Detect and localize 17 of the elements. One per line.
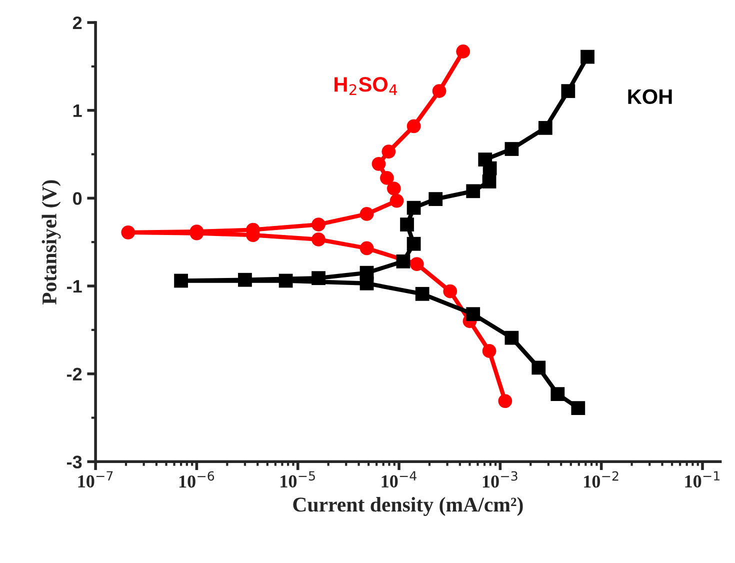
x-tick-label: 10$^{−7}$	[78, 471, 113, 488]
text: KOH	[628, 89, 672, 104]
y-axis-title: Potansiyel (V)	[42, 180, 61, 305]
x-tick-label: 10$^{−3}$	[482, 471, 518, 488]
y-tick-label: -1	[67, 280, 82, 293]
x-tick-label: 10$^{−2}$	[584, 471, 618, 488]
x-tick-label: 10$^{−5}$	[280, 471, 315, 488]
y-tick-label: 0	[73, 192, 82, 205]
x-tick-label: 10$^{−4}$	[382, 471, 416, 488]
y-tick-label: -3	[67, 456, 82, 468]
y-tick-label: 2	[72, 16, 82, 30]
y-tick-label: 1	[73, 104, 82, 117]
x-tick-label: 10$^{−1}$	[685, 471, 720, 488]
x-tick-label: 10$^{−6}$	[179, 471, 214, 488]
x-axis-title: Current density (mA/cm²)	[293, 497, 523, 516]
series-label: H$_{2}$SO$_{4}$	[334, 77, 398, 95]
y-tick-label: -2	[67, 368, 82, 380]
